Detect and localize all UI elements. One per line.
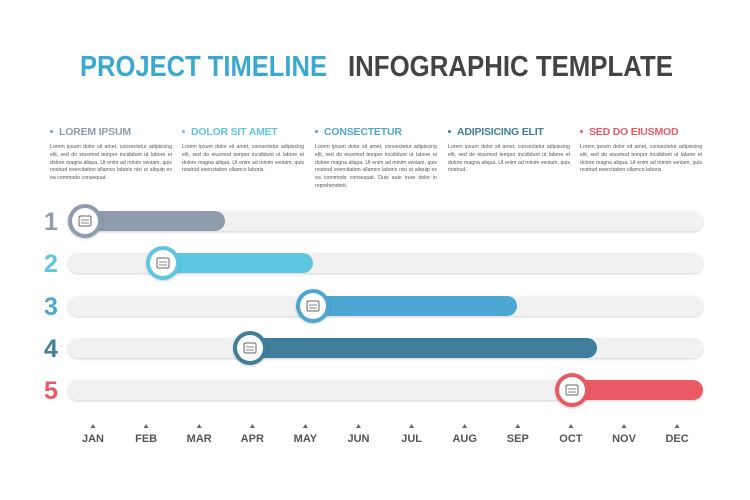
column-heading: LOREM IPSUM — [50, 126, 172, 138]
month-tick — [621, 424, 627, 428]
bar — [153, 253, 313, 273]
month-tick — [409, 424, 415, 428]
icon-bg — [150, 250, 176, 276]
month-label: DEC — [665, 433, 688, 445]
bar — [240, 338, 597, 358]
month-tick — [196, 424, 202, 428]
month-label: MAR — [187, 433, 212, 445]
column-text: Lorem ipsum dolor sit amet, consectetur … — [315, 144, 437, 189]
icon-bg — [72, 208, 98, 234]
heading-text: SED DO EIUSMOD — [589, 126, 679, 138]
heading-text: CONSECTETUR — [324, 126, 402, 138]
month-tick — [356, 424, 361, 428]
icon — [243, 342, 257, 354]
title-left: PROJECT TIMELINE — [80, 51, 327, 83]
icon-bg — [559, 377, 585, 403]
icon — [306, 300, 320, 312]
month-label: APR — [241, 433, 264, 445]
column-heading: SED DO EIUSMOD — [580, 126, 702, 138]
icon-bg — [237, 335, 263, 361]
month-label: NOV — [612, 433, 637, 445]
month-label: FEB — [135, 433, 157, 445]
month-label: JUL — [401, 433, 422, 445]
month-label: JUN — [347, 433, 369, 445]
column: ADIPISICING ELIT Lorem ipsum dolor sit am… — [448, 126, 570, 175]
heading-text: ADIPISICING ELIT — [457, 126, 544, 138]
column-heading: ADIPISICING ELIT — [448, 126, 570, 138]
icon — [565, 384, 579, 396]
bullet — [580, 129, 583, 133]
row-number: 4 — [44, 335, 58, 363]
track — [68, 380, 703, 400]
column: DOLOR SIT AMET Lorem ipsum dolor sit amet… — [182, 126, 304, 175]
column-text: Lorem ipsum dolor sit amet, consectetur … — [50, 144, 172, 182]
column-text: Lorem ipsum dolor sit amet, consectetur … — [182, 144, 304, 174]
bullet — [50, 129, 53, 133]
bar — [303, 296, 517, 316]
month-tick — [249, 424, 255, 428]
heading-text: LOREM IPSUM — [59, 126, 131, 138]
title-right: INFOGRAPHIC TEMPLATE — [348, 51, 673, 83]
track — [68, 211, 703, 231]
month-label: JAN — [82, 433, 104, 445]
row-number: 5 — [44, 377, 58, 405]
column: CONSECTETUR Lorem ipsum dolor sit amet, c… — [315, 126, 437, 191]
row-number: 1 — [44, 208, 58, 236]
column: LOREM IPSUM Lorem ipsum dolor sit amet, c… — [50, 126, 172, 183]
icon — [156, 257, 170, 269]
heading-text: DOLOR SIT AMET — [191, 126, 278, 138]
month-tick — [462, 424, 468, 428]
month-tick — [90, 424, 96, 428]
bullet — [182, 129, 185, 133]
row-number: 2 — [44, 250, 58, 278]
icon — [78, 215, 92, 227]
month-label: OCT — [559, 433, 583, 445]
month-tick — [568, 424, 574, 428]
row-number: 3 — [44, 293, 58, 321]
bar — [562, 380, 703, 400]
month-label: AUG — [452, 433, 476, 445]
column-heading: DOLOR SIT AMET — [182, 126, 304, 138]
column-text: Lorem ipsum dolor sit amet, consectetur … — [580, 144, 702, 174]
column-heading: CONSECTETUR — [315, 126, 437, 138]
month-tick — [515, 424, 521, 428]
month-tick — [674, 424, 680, 428]
month-label: SEP — [507, 433, 529, 445]
month-label: MAY — [294, 433, 318, 445]
bullet — [448, 129, 451, 133]
bullet — [315, 129, 318, 133]
month-tick — [143, 424, 149, 428]
month-tick — [302, 424, 308, 428]
icon-bg — [300, 293, 326, 319]
column: SED DO EIUSMOD Lorem ipsum dolor sit amet… — [580, 126, 702, 175]
bar — [75, 211, 225, 231]
column-text: Lorem ipsum dolor sit amet, consectetur … — [448, 144, 570, 174]
